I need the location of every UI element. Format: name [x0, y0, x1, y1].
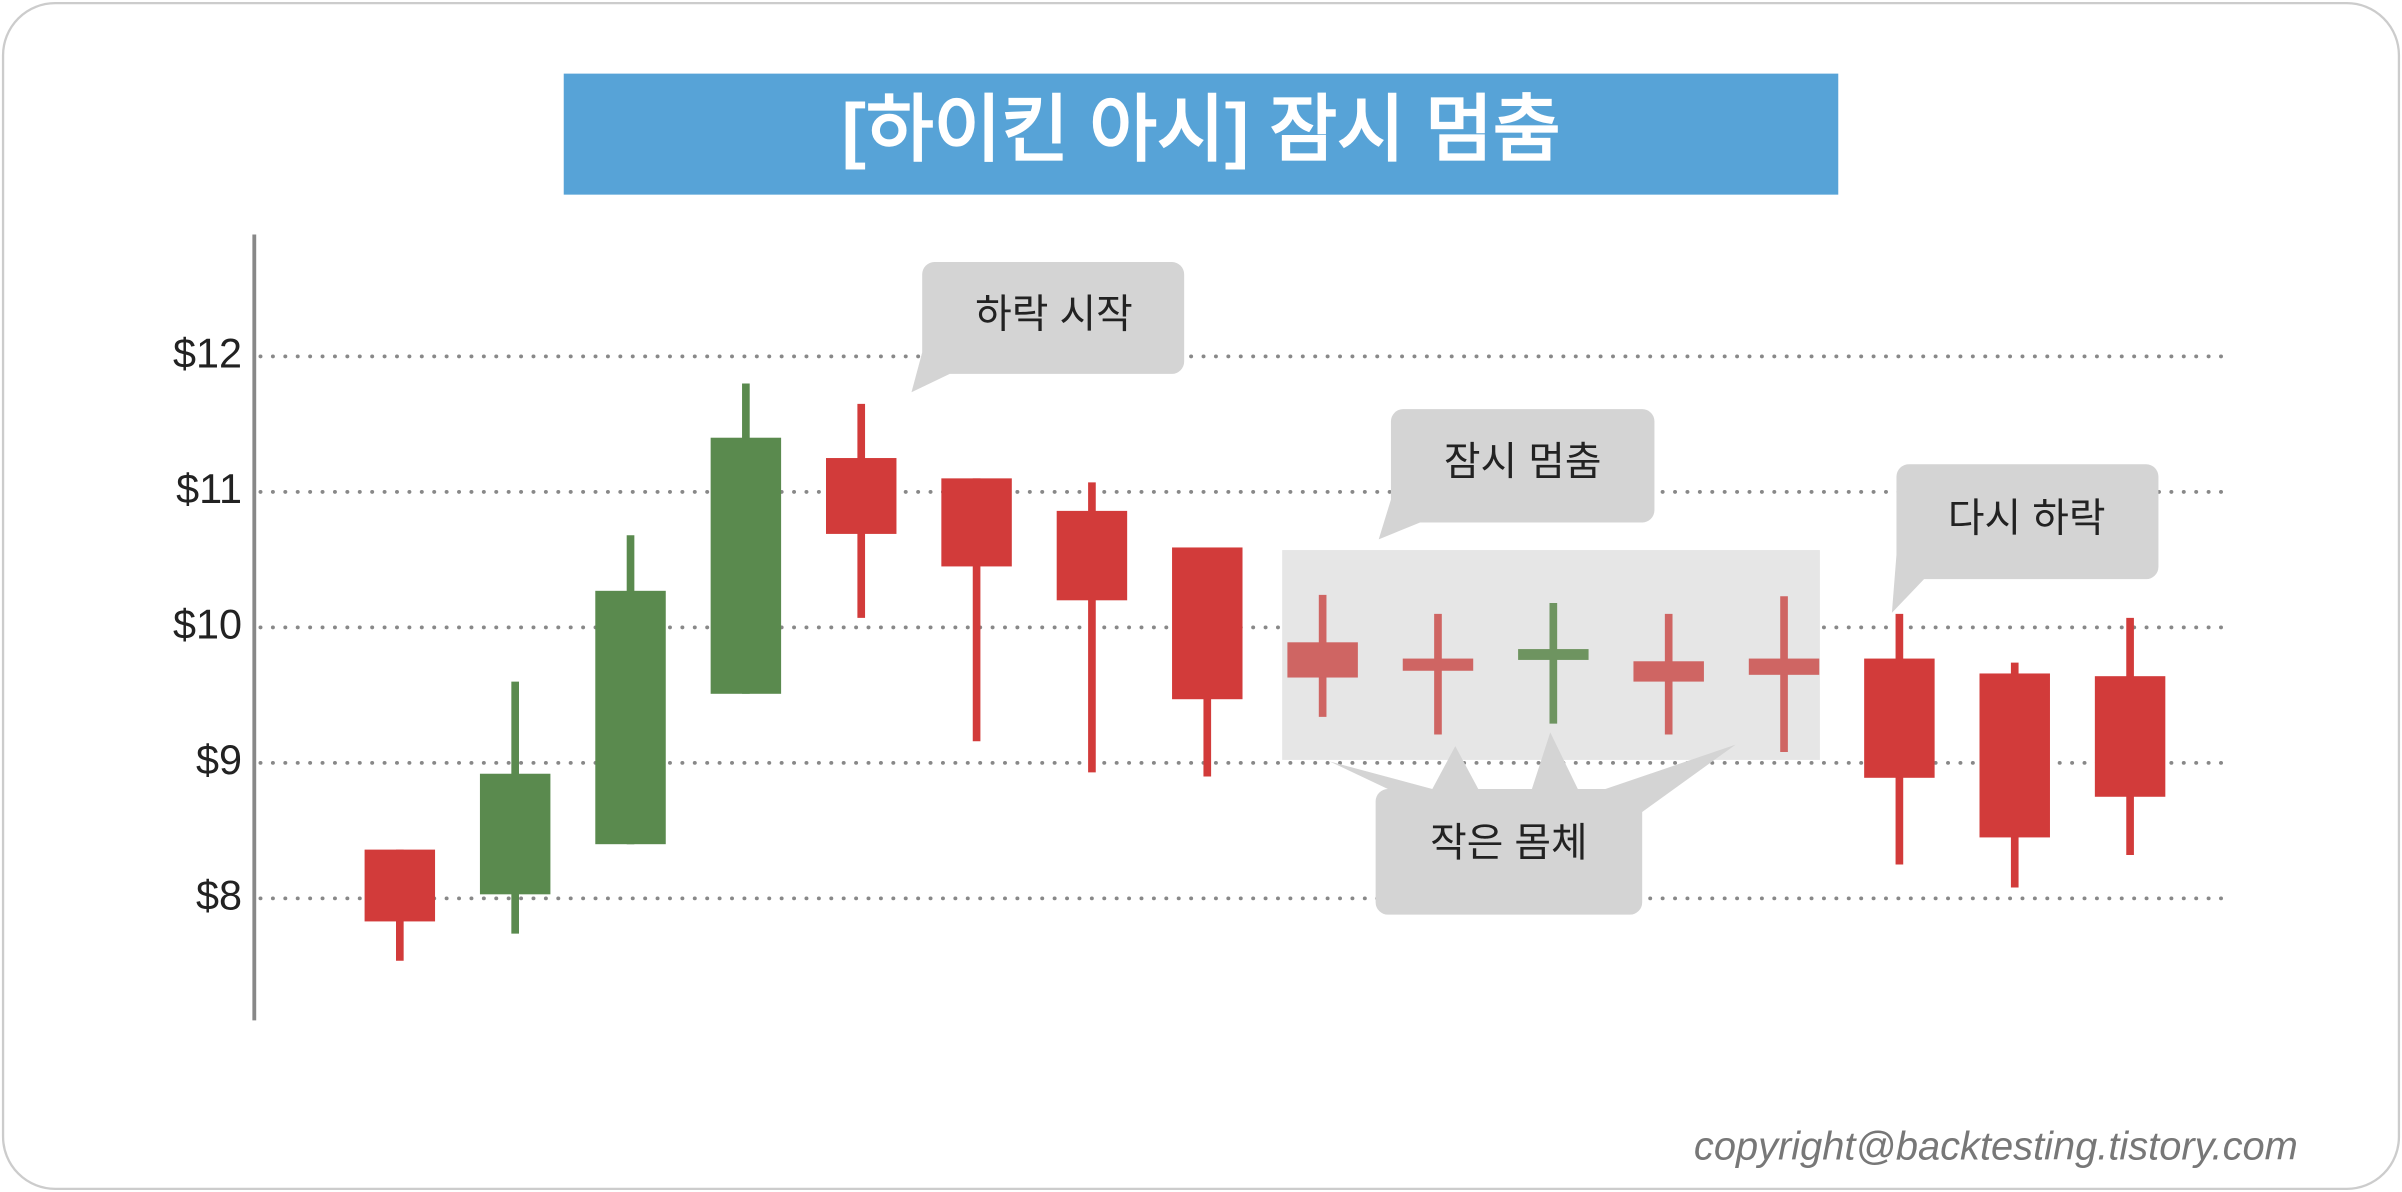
candle-body — [1518, 649, 1589, 660]
annotation: 하락 시작 — [975, 293, 1133, 337]
candle-body — [2094, 676, 2166, 797]
footer: copyright@backtesting.tistory.com — [1694, 1125, 2298, 1169]
candle-body — [1056, 510, 1128, 601]
candle-body — [1172, 547, 1243, 700]
y-tick-label: $12 — [173, 330, 242, 376]
candle-body — [1402, 658, 1474, 671]
candle-body — [479, 773, 551, 895]
y-tick-label: $8 — [196, 872, 242, 918]
title-banner — [563, 73, 1839, 195]
candle-body — [1748, 658, 1820, 675]
candle-body — [710, 437, 782, 694]
y-tick-label: $10 — [173, 601, 242, 647]
y-tick-label: $9 — [196, 737, 242, 783]
annotation: 잠시 멈춤 — [1444, 440, 1602, 484]
annotation: 작은 몸체 — [1430, 821, 1588, 865]
candle-body — [1633, 661, 1704, 682]
candle-body — [1979, 673, 2050, 838]
candle-body — [825, 458, 897, 534]
y-tick-label: $11 — [176, 466, 242, 512]
candle-body — [1287, 642, 1358, 678]
callout — [1891, 464, 2159, 613]
callout — [1378, 409, 1655, 540]
candle-body — [941, 478, 1012, 567]
annotation: 다시 하락 — [1948, 496, 2106, 540]
candle-body — [1864, 658, 1935, 778]
candle-body — [364, 849, 436, 922]
callout — [1329, 732, 1736, 915]
chart-title: [하이킨 아시] 잠시 멈춤 — [842, 87, 1561, 170]
candle-body — [595, 590, 666, 845]
callout — [911, 262, 1185, 393]
